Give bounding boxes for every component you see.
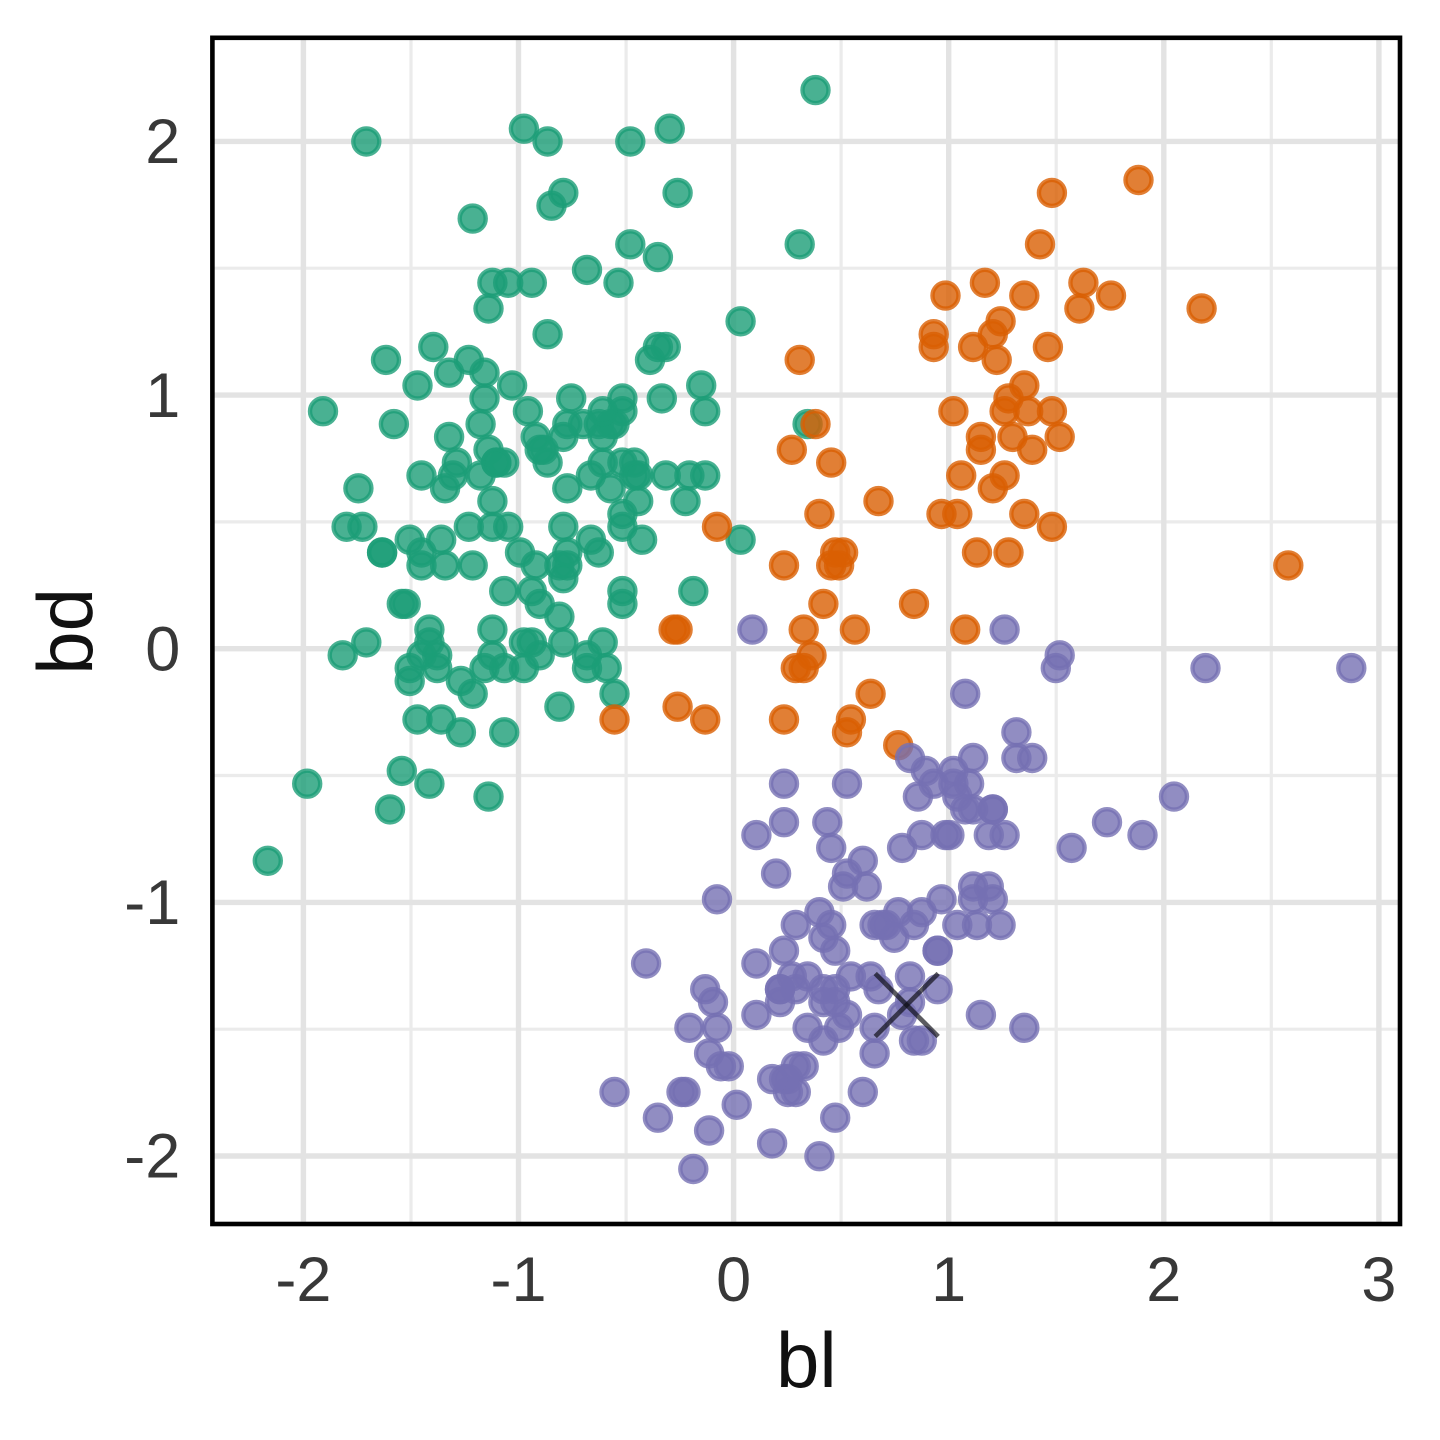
svg-text:2: 2 [1146, 1245, 1181, 1315]
svg-text:2: 2 [145, 107, 180, 177]
svg-text:1: 1 [931, 1245, 966, 1315]
svg-text:1: 1 [145, 361, 180, 431]
svg-text:-2: -2 [124, 1122, 180, 1192]
svg-text:0: 0 [145, 614, 180, 684]
svg-text:-2: -2 [275, 1245, 331, 1315]
svg-text:bd: bd [21, 588, 109, 675]
svg-text:bl: bl [776, 1316, 837, 1404]
svg-text:3: 3 [1361, 1245, 1396, 1315]
svg-text:-1: -1 [124, 868, 180, 938]
svg-text:0: 0 [716, 1245, 751, 1315]
svg-text:-1: -1 [490, 1245, 546, 1315]
